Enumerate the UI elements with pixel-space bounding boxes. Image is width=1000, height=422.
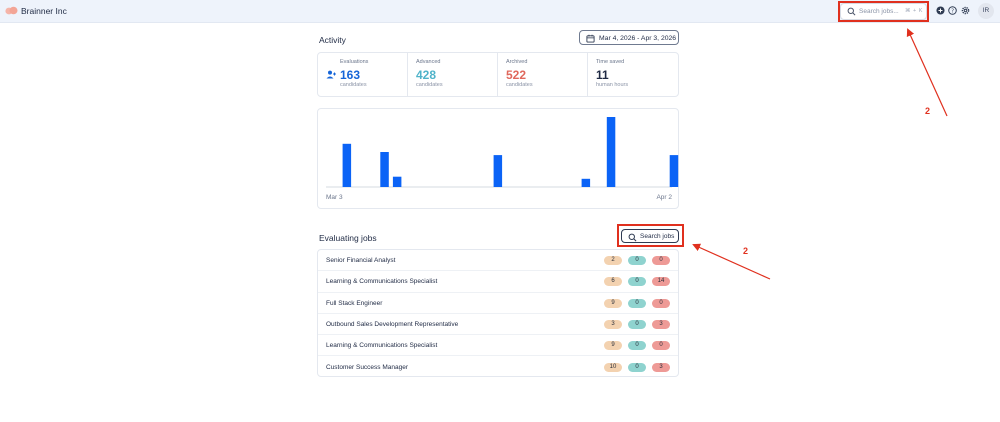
gear-icon[interactable]	[961, 6, 970, 15]
calendar-icon	[586, 34, 595, 43]
activity-stats: Evaluations 163 candidates Advanced 428 …	[317, 52, 679, 97]
count-archived-badge: 0	[652, 256, 670, 265]
stat-label: Archived	[506, 59, 528, 65]
avatar[interactable]: IR	[978, 3, 994, 19]
stat-label: Time saved	[596, 59, 625, 65]
activity-chart: Mar 3 Apr 2	[317, 108, 679, 209]
count-advanced-badge: 0	[628, 256, 646, 265]
stat-evaluations: Evaluations 163 candidates	[318, 53, 408, 96]
count-pending-badge: 6	[604, 277, 622, 287]
chart-bar-4	[581, 178, 591, 187]
count-pending-badge: 9	[604, 341, 622, 351]
count-archived-badge: 0	[652, 341, 670, 351]
job-row[interactable]: Learning & Communications Specialist 6 0…	[318, 271, 678, 293]
count-pending-badge: 9	[604, 298, 622, 308]
stat-time-saved: Time saved 11 human hours	[588, 53, 678, 96]
job-name: Senior Financial Analyst	[326, 257, 396, 264]
count-archived-badge: 14	[652, 277, 670, 287]
stat-value: 522	[506, 68, 527, 82]
annotation-highlight-top	[838, 1, 929, 22]
arrow-bottom	[692, 243, 771, 280]
count-pending-badge: 2	[604, 256, 622, 265]
search-placeholder: Search jobs...	[859, 8, 899, 15]
count-advanced-badge: 0	[628, 341, 646, 351]
annotation-marker-bottom: 2	[743, 246, 749, 256]
job-row[interactable]: Full Stack Engineer 9 0 0	[318, 293, 678, 314]
chart-bar-6	[669, 155, 679, 187]
job-name: Customer Success Manager	[326, 363, 409, 371]
arrow-top	[906, 28, 948, 117]
x-end-label: Apr 2	[656, 194, 672, 201]
count-archived-badge: 3	[652, 319, 670, 329]
count-pending-badge: 3	[604, 319, 622, 329]
count-archived-badge: 3	[652, 362, 670, 372]
count-advanced-badge: 0	[628, 319, 646, 329]
job-row[interactable]: Learning & Communications Specialist 9 0…	[318, 335, 678, 357]
chart-bar-0	[342, 143, 352, 187]
bars	[342, 117, 679, 187]
top-search-input[interactable]: Search jobs... ⌘ + K	[840, 3, 927, 20]
jobs-list: Senior Financial Analyst 2 0 0 Learning …	[317, 249, 679, 377]
brand-name: Brainner Inc	[21, 6, 67, 16]
count-pending-badge: 10	[604, 362, 622, 372]
stat-value: 428	[416, 68, 437, 82]
stat-sub: candidates	[506, 82, 533, 88]
shortcut-hint: ⌘ + K	[905, 8, 923, 14]
count-advanced-badge: 0	[628, 362, 646, 372]
chart-bar-5	[606, 117, 616, 187]
job-row[interactable]: Outbound Sales Development Representativ…	[318, 314, 678, 336]
count-advanced-badge: 0	[628, 277, 646, 287]
stat-archived: Archived 522 candidates	[498, 53, 588, 96]
bar-chart: Mar 3 Apr 2	[326, 117, 679, 201]
annotation-marker-top: 2	[925, 106, 931, 116]
top-bar: Brainner Inc Search jobs... ⌘ + K ? IR	[0, 0, 1000, 23]
count-archived-badge: 0	[652, 298, 670, 308]
search-jobs-button[interactable]: Search jobs	[621, 229, 679, 243]
chart-bar-3	[493, 155, 503, 187]
search-icon	[628, 233, 637, 241]
search-icon	[847, 7, 856, 16]
date-range-label: Mar 4, 2026 - Apr 3, 2026	[599, 34, 677, 42]
help-circle-icon[interactable]: ?	[948, 6, 957, 15]
stat-value: 11	[596, 68, 609, 82]
x-start-label: Mar 3	[326, 194, 343, 201]
count-advanced-badge: 0	[628, 298, 646, 308]
stat-sub: candidates	[340, 82, 367, 88]
date-range-button[interactable]: Mar 4, 2026 - Apr 3, 2026	[579, 30, 679, 45]
chart-bar-2	[392, 176, 402, 187]
users-icon	[326, 70, 336, 79]
stat-label: Evaluations	[340, 59, 369, 65]
jobs-title: Evaluating jobs	[319, 233, 377, 243]
stat-value: 163	[340, 68, 361, 82]
stat-label: Advanced	[416, 59, 441, 65]
search-jobs-label: Search jobs	[640, 233, 675, 240]
activity-title: Activity	[319, 35, 346, 45]
job-name: Outbound Sales Development Representativ…	[326, 320, 459, 328]
chart-bar-1	[380, 152, 389, 187]
annotation-highlight-bottom	[617, 224, 684, 247]
job-name: Learning & Communications Specialist	[326, 278, 438, 286]
job-name: Learning & Communications Specialist	[326, 342, 438, 350]
svg-text:?: ?	[951, 9, 954, 15]
stat-sub: human hours	[596, 82, 629, 88]
brand-logo-icon	[5, 6, 18, 15]
stat-sub: candidates	[416, 82, 443, 88]
job-row[interactable]: Customer Success Manager 10 0 3	[318, 357, 678, 378]
job-row[interactable]: Senior Financial Analyst 2 0 0	[318, 250, 678, 272]
stat-advanced: Advanced 428 candidates	[408, 53, 498, 96]
plus-circle-icon[interactable]	[936, 6, 945, 15]
job-name: Full Stack Engineer	[326, 299, 383, 307]
